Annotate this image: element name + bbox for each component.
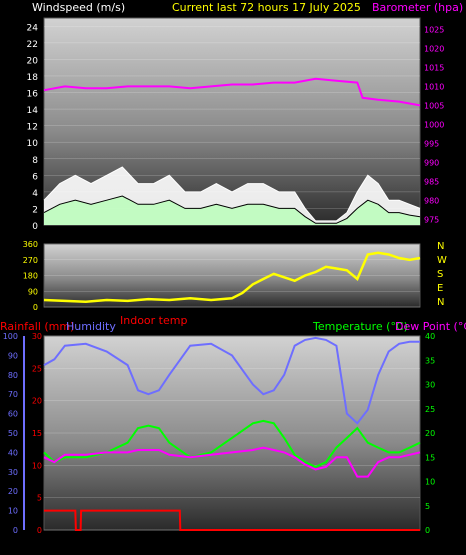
day-tick-label: Day 16 xyxy=(358,231,389,240)
humidity-line xyxy=(43,336,420,425)
day-tick-label: Day 14 xyxy=(185,538,216,547)
rain-tick-label: 5 xyxy=(37,494,42,503)
temperature-tick-label: 30 xyxy=(425,381,435,390)
rain-tick-label: 15 xyxy=(32,429,42,438)
rain-tick-label: 0 xyxy=(37,526,42,535)
day-tick-label: Day 17 xyxy=(405,231,436,240)
day-tick-label: Day 15 xyxy=(321,538,352,547)
average-wind-line xyxy=(43,195,421,224)
rainfall-label: Rainfall (mm) xyxy=(0,320,74,333)
temperature-tick-label: 20 xyxy=(425,429,435,438)
day-tick-label: Day 15 xyxy=(321,231,352,240)
direction-tick-label: 270 xyxy=(23,256,38,265)
temperature-label: Temperature (°C) xyxy=(312,320,408,333)
temperature-tick-label: 5 xyxy=(425,502,430,511)
direction-tick-label: 180 xyxy=(23,272,38,281)
panel-temperature xyxy=(43,335,421,531)
compass-label: N xyxy=(437,297,444,308)
humidity-tick-label: 80 xyxy=(8,371,18,380)
wind-tick-label: 22 xyxy=(27,40,38,50)
humidity-tick-label: 10 xyxy=(8,507,18,516)
wind-tick-label: 20 xyxy=(27,56,39,66)
wind-tick-label: 6 xyxy=(32,172,38,182)
wind-tick-label: 16 xyxy=(27,90,39,100)
barometer-tick-label: 1010 xyxy=(424,82,444,91)
barometer-tick-label: 975 xyxy=(424,215,439,224)
direction-tick-label: 90 xyxy=(28,287,38,296)
barometer-tick-label: 1020 xyxy=(424,44,444,53)
humidity-tick-label: 40 xyxy=(8,448,18,457)
temperature-tick-label: 40 xyxy=(425,332,435,341)
wind-tick-label: 4 xyxy=(32,189,38,199)
compass-label: W xyxy=(437,255,447,266)
wind-tick-label: 14 xyxy=(27,106,39,116)
day-tick-label: Day 17 xyxy=(405,538,436,547)
wind-tick-label: 18 xyxy=(27,73,39,83)
barometer-line xyxy=(43,77,421,107)
day-tick-label: Day 16 xyxy=(358,538,389,547)
wind-direction-line xyxy=(43,251,421,304)
rain-tick-label: 10 xyxy=(32,461,42,470)
barometer-label: Barometer (hpa) xyxy=(372,1,463,14)
day-tick-label: Day 13 xyxy=(49,231,80,240)
rain-tick-label: 30 xyxy=(32,332,42,341)
barometer-tick-label: 1015 xyxy=(424,63,444,72)
temperature-tick-label: 25 xyxy=(425,405,435,414)
windspeed-label: Windspeed (m/s) xyxy=(32,1,125,14)
temperature-tick-label: 10 xyxy=(425,478,435,487)
humidity-tick-label: 70 xyxy=(8,390,18,399)
barometer-tick-label: 990 xyxy=(424,158,439,167)
dew-point-line xyxy=(43,446,421,478)
wind-tick-label: 2 xyxy=(32,205,38,215)
wind-tick-label: 8 xyxy=(32,156,38,166)
compass-label: E xyxy=(437,283,443,294)
temperature-tick-label: 15 xyxy=(425,453,435,462)
humidity-tick-label: 100 xyxy=(3,332,18,341)
wind-tick-label: 12 xyxy=(27,123,38,133)
humidity-tick-label: 60 xyxy=(8,410,18,419)
humidity-label: Humidity xyxy=(66,320,116,333)
rain-tick-label: 25 xyxy=(32,364,42,373)
temperature-line xyxy=(43,419,421,469)
average-wind-area xyxy=(44,196,420,225)
panel-wind-direction xyxy=(43,243,421,308)
temperature-tick-label: 0 xyxy=(425,526,430,535)
barometer-tick-label: 1025 xyxy=(424,25,444,34)
compass-label: N xyxy=(437,241,444,252)
humidity-tick-label: 20 xyxy=(8,487,18,496)
humidity-tick-label: 90 xyxy=(8,351,18,360)
barometer-tick-label: 1005 xyxy=(424,101,444,110)
day-tick-label: Day 13 xyxy=(49,538,80,547)
humidity-tick-label: 0 xyxy=(13,526,18,535)
wind-tick-label: 24 xyxy=(27,23,39,33)
chart-title: Current last 72 hours 17 July 2025 xyxy=(172,1,361,14)
barometer-tick-label: 1000 xyxy=(424,120,444,129)
gust-line xyxy=(43,166,421,222)
indoor-temp-label: Indoor temp xyxy=(120,314,187,327)
direction-tick-label: 360 xyxy=(23,240,38,249)
wind-tick-label: 10 xyxy=(27,139,39,149)
barometer-tick-label: 995 xyxy=(424,139,439,148)
barometer-tick-label: 985 xyxy=(424,177,439,186)
rain-tick-label: 20 xyxy=(32,397,42,406)
rainfall-line xyxy=(44,509,420,531)
humidity-tick-label: 50 xyxy=(8,429,18,438)
day-tick-label: Day 14 xyxy=(185,231,216,240)
dew-point-label: Dew Point (°C) xyxy=(395,320,466,333)
compass-label: S xyxy=(437,269,443,280)
barometer-tick-label: 980 xyxy=(424,196,439,205)
wind-tick-label: 0 xyxy=(32,222,38,232)
temperature-tick-label: 35 xyxy=(425,356,435,365)
direction-tick-label: 0 xyxy=(33,303,38,312)
humidity-tick-label: 30 xyxy=(8,468,18,477)
